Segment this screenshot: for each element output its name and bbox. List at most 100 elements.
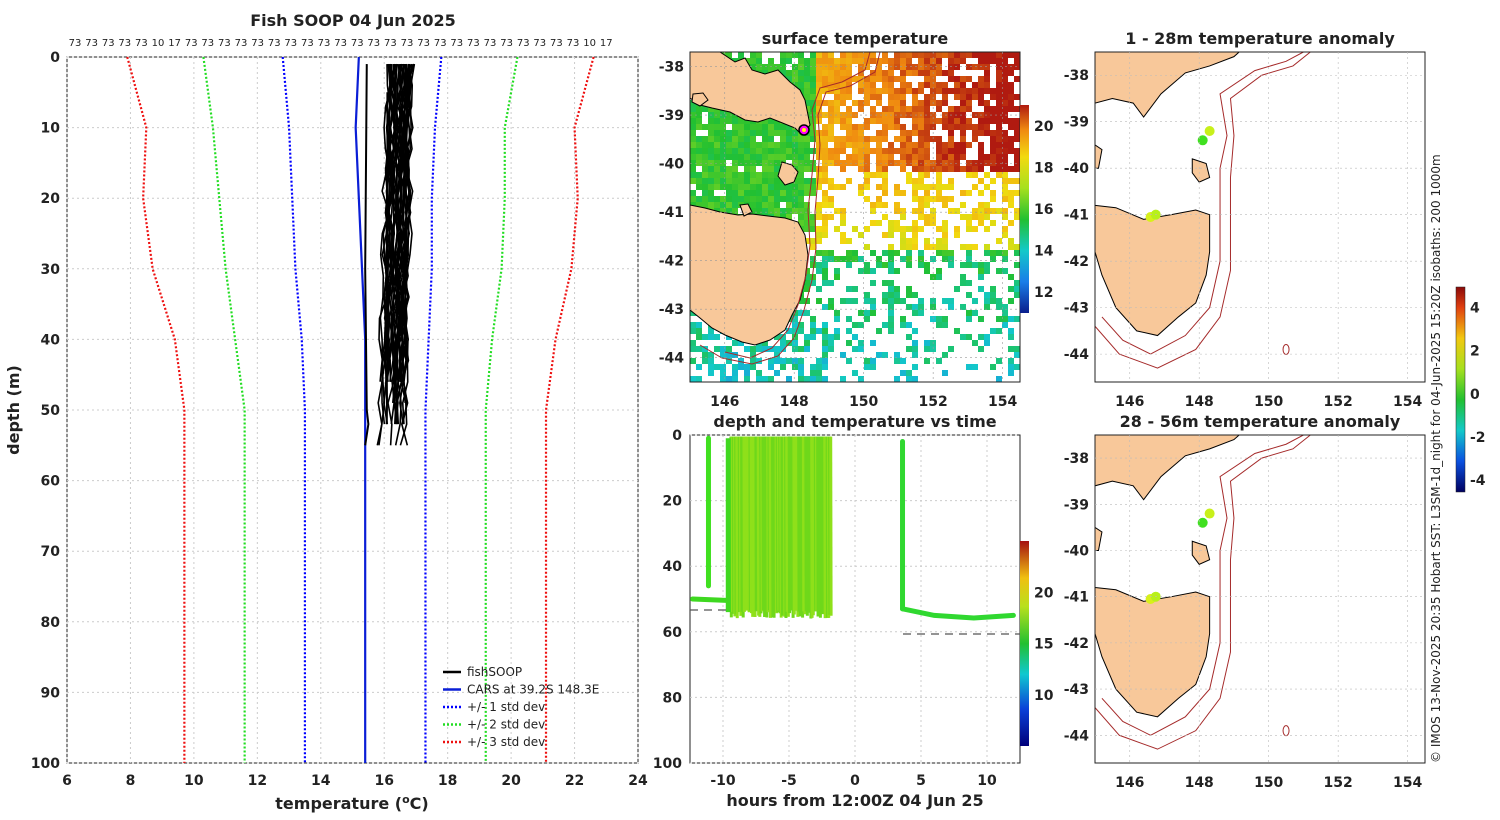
sst-pixel: [960, 166, 966, 172]
sst-pixel: [822, 58, 828, 64]
sst-pixel: [876, 172, 882, 178]
sst-pixel: [1008, 220, 1014, 226]
sst-pixel: [960, 124, 966, 130]
sst-pixel: [966, 262, 972, 268]
sst-pixel: [738, 178, 744, 184]
sst-pixel: [744, 376, 750, 382]
sst-pixel: [834, 106, 840, 112]
sst-pixel: [852, 124, 858, 130]
sst-pixel: [714, 154, 720, 160]
sst-pixel: [786, 202, 792, 208]
sst-pixel: [912, 52, 918, 58]
sst-pixel: [870, 340, 876, 346]
sst-pixel: [948, 88, 954, 94]
sst-map-title: surface temperature: [762, 29, 949, 48]
profile-count-label: 73: [384, 38, 397, 49]
sst-pixel: [894, 124, 900, 130]
sst-pixel: [834, 58, 840, 64]
sst-pixel: [696, 178, 702, 184]
sst-pixel: [720, 112, 726, 118]
sst-pixel: [798, 328, 804, 334]
sst-pixel: [726, 112, 732, 118]
sst-pixel: [996, 130, 1002, 136]
sst-pixel: [954, 160, 960, 166]
sst-pixel: [804, 64, 810, 70]
sst-pixel: [768, 118, 774, 124]
sst-pixel: [756, 160, 762, 166]
sst-pixel: [1014, 214, 1020, 220]
sst-pixel: [786, 70, 792, 76]
anomaly-map-shallow: 1 - 28m temperature anomaly 146 148 150 152…: [1064, 29, 1426, 410]
sst-pixel: [852, 226, 858, 232]
sst-pixel: [918, 172, 924, 178]
sst-pixel: [792, 328, 798, 334]
sst-pixel: [912, 220, 918, 226]
sst-pixel: [906, 244, 912, 250]
profile-line--2-std: [484, 56, 519, 763]
sst-pixel: [972, 64, 978, 70]
sst-pixel: [804, 340, 810, 346]
sst-pixel: [804, 184, 810, 190]
profile-panel: Fish SOOP 04 Jun 2025 73 73 73 73 73 10 17 73 73…: [4, 11, 648, 813]
sst-pixel: [990, 142, 996, 148]
sst-pixel: [984, 160, 990, 166]
anomaly-x-tick-label: 150: [1254, 394, 1283, 410]
seamount-contour: [1282, 343, 1290, 355]
sst-pixel: [906, 112, 912, 118]
sst-pixel: [996, 136, 1002, 142]
sst-pixel: [900, 100, 906, 106]
sst-pixel: [1014, 178, 1020, 184]
sst-pixel: [984, 100, 990, 106]
sst-pixel: [924, 118, 930, 124]
sst-pixel: [720, 376, 726, 382]
sst-pixel: [906, 304, 912, 310]
sst-pixel: [762, 184, 768, 190]
sst-pixel: [966, 190, 972, 196]
profile-count-label: 73: [85, 38, 98, 49]
sst-pixel: [864, 268, 870, 274]
sst-pixel: [702, 148, 708, 154]
sst-pixel: [996, 58, 1002, 64]
sst-pixel: [822, 70, 828, 76]
sst-pixel: [864, 160, 870, 166]
sst-pixel: [996, 124, 1002, 130]
sst-pixel: [708, 196, 714, 202]
sst-pixel: [942, 238, 948, 244]
sst-pixel: [804, 88, 810, 94]
profile-xlabel: temperature (oC): [275, 793, 428, 814]
sst-pixel: [750, 52, 756, 58]
sst-pixel: [792, 130, 798, 136]
sst-pixel: [954, 166, 960, 172]
sst-pixel: [822, 214, 828, 220]
sst-pixel: [864, 142, 870, 148]
sst-pixel: [990, 286, 996, 292]
sst-pixel: [900, 70, 906, 76]
sst-pixel: [864, 292, 870, 298]
sst-pixel: [882, 262, 888, 268]
sst-pixel: [912, 208, 918, 214]
sst-pixel: [834, 70, 840, 76]
sst-pixel: [930, 208, 936, 214]
sst-pixel: [924, 340, 930, 346]
sst-pixel: [696, 322, 702, 328]
sst-pixel: [912, 70, 918, 76]
profile-count-label: 73: [484, 38, 497, 49]
sst-pixel: [804, 208, 810, 214]
anomaly-map-field: [1095, 435, 1425, 763]
sst-pixel: [978, 58, 984, 64]
sst-pixel: [804, 202, 810, 208]
sst-pixel: [936, 172, 942, 178]
sst-pixel: [984, 202, 990, 208]
sst-pixel: [804, 160, 810, 166]
sst-pixel: [714, 118, 720, 124]
sst-pixel: [942, 160, 948, 166]
fishsoop-profile: [399, 63, 414, 446]
sst-pixel: [804, 142, 810, 148]
sst-pixel: [840, 376, 846, 382]
sst-colorbar-label: 18: [1034, 160, 1053, 176]
sst-pixel: [876, 76, 882, 82]
sst-pixel: [990, 148, 996, 154]
sst-pixel: [882, 178, 888, 184]
sst-pixel: [906, 250, 912, 256]
